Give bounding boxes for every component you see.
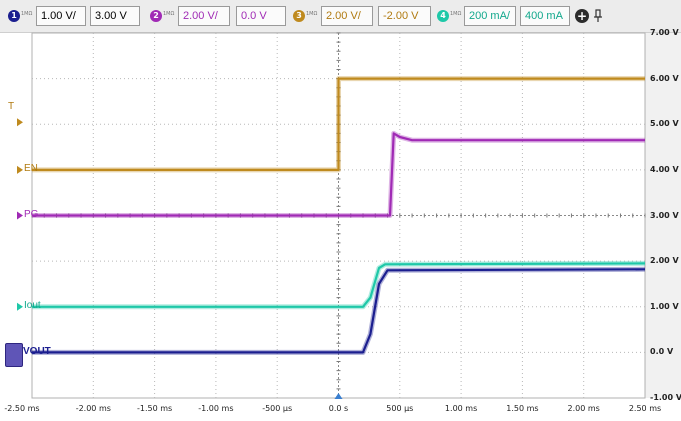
trace-en	[32, 77, 645, 171]
channel-3-badge[interactable]: 3	[293, 10, 305, 22]
time-tick-label: 1.50 ms	[506, 404, 539, 413]
voltage-tick-label: 7.00 V	[650, 28, 679, 37]
pg-marker-icon	[17, 211, 23, 220]
time-tick-label: -1.00 ms	[198, 404, 234, 413]
voltage-tick-label: 5.00 V	[650, 119, 679, 129]
trigger-position-icon	[334, 393, 343, 399]
channel-2-impedance: 1MΩ	[163, 11, 175, 17]
channel-1-badge[interactable]: 1	[8, 10, 20, 22]
channel-4-scale-field[interactable]: 200 mA/	[464, 6, 516, 26]
channel-4-badge[interactable]: 4	[437, 10, 449, 22]
channel-3-scale-field[interactable]: 2.00 V/	[321, 6, 373, 26]
voltage-tick-label: 0.0 V	[650, 347, 674, 357]
voltage-tick-label: 3.00 V	[650, 210, 679, 220]
trace-pg	[32, 132, 645, 217]
vout-channel-label: VOUT	[23, 346, 51, 357]
time-tick-label: -1.50 ms	[136, 404, 173, 413]
voltage-tick-label: 6.00 V	[650, 73, 679, 83]
channel-toolbar: 1 1MΩ 1.00 V/ 3.00 V 2 1MΩ 2.00 V/ 0.0 V…	[0, 0, 681, 33]
channel-1-impedance: 1MΩ	[21, 11, 33, 17]
time-tick-label: 0.0 s	[328, 404, 349, 413]
voltage-tick-label: -1.00 V	[650, 393, 681, 402]
channel-1-offset-field[interactable]: 3.00 V	[90, 6, 140, 26]
pg-channel-label: PG	[24, 209, 39, 220]
voltage-scale-strip	[645, 33, 681, 398]
time-tick-label: 2.50 ms	[628, 404, 662, 413]
voltage-tick-label: 2.00 V	[650, 256, 679, 266]
channel-2-offset-field[interactable]: 0.0 V	[236, 6, 286, 26]
iout-marker-icon	[17, 302, 23, 311]
add-channel-button[interactable]: +	[575, 9, 589, 23]
channel-4-impedance: 1MΩ	[450, 11, 462, 17]
time-tick-label: 1.00 ms	[444, 404, 478, 413]
channel-1-scale-field[interactable]: 1.00 V/	[36, 6, 86, 26]
en-marker-icon	[17, 165, 23, 174]
trace-vout	[32, 268, 646, 354]
trace-iout	[32, 262, 646, 308]
time-tick-label: -500 µs	[262, 404, 293, 413]
pin-icon[interactable]	[593, 9, 603, 23]
time-tick-label: 500 µs	[386, 404, 414, 413]
voltage-tick-label: 1.00 V	[650, 301, 679, 311]
time-tick-label: -2.50 ms	[4, 404, 40, 413]
time-tick-label: -2.00 ms	[75, 404, 111, 413]
channel-2-scale-field[interactable]: 2.00 V/	[178, 6, 230, 26]
trigger-level-label: T	[8, 101, 15, 112]
channel-4-offset-field[interactable]: 400 mA	[520, 6, 570, 26]
en-channel-label: EN	[24, 163, 38, 174]
voltage-tick-label: 4.00 V	[650, 164, 679, 174]
time-tick-label: 2.00 ms	[567, 404, 600, 413]
channel-2-badge[interactable]: 2	[150, 10, 162, 22]
channel-3-offset-field[interactable]: -2.00 V	[378, 6, 431, 26]
iout-channel-label: Iout	[24, 300, 41, 311]
trigger-marker-icon	[17, 118, 23, 127]
vout-channel-tag[interactable]	[5, 343, 23, 367]
channel-3-impedance: 1MΩ	[306, 11, 318, 17]
